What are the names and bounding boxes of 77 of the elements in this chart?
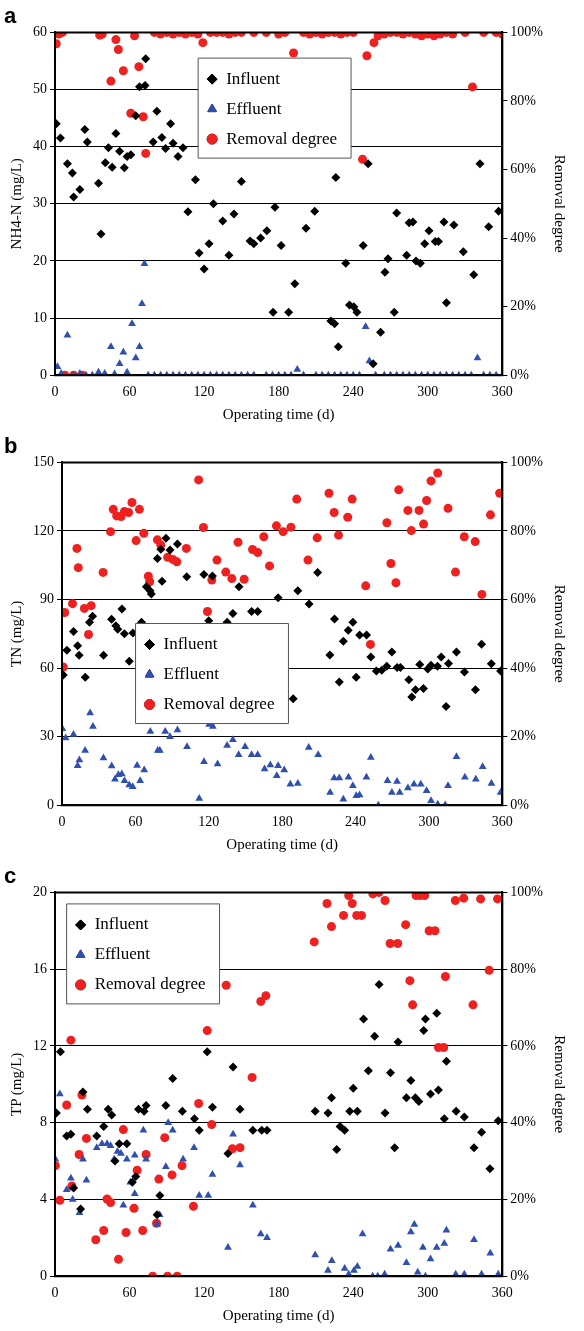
- x-tick-label: 60: [122, 384, 137, 400]
- y2-tick-label: 20%: [510, 728, 537, 744]
- y-tick-label: 4: [40, 1191, 47, 1207]
- x-tick-label: 360: [491, 384, 513, 400]
- legend-label: Removal degree: [226, 128, 338, 148]
- x-tick-label: 300: [417, 1285, 439, 1301]
- y2-tick-label: 40%: [510, 229, 537, 245]
- chart-title: b: [4, 433, 18, 459]
- x-tick-label: 360: [491, 814, 513, 830]
- y-tick-label: 30: [33, 195, 47, 211]
- y2-tick-label: 40%: [510, 659, 537, 675]
- x-tick-label: 240: [345, 814, 367, 830]
- x-tick-label: 0: [58, 814, 66, 830]
- y-axis-title: NH4-N (mg/L): [7, 158, 25, 250]
- x-axis-title: Operating time (d): [222, 405, 335, 423]
- y-tick-label: 150: [33, 454, 54, 470]
- x-tick-label: 120: [193, 384, 215, 400]
- y2-axis-title: Removal degree: [552, 1035, 569, 1134]
- y2-tick-label: 20%: [510, 1191, 537, 1207]
- y2-tick-label: 100%: [510, 24, 544, 40]
- y-axis-title: TP (mg/L): [7, 1052, 25, 1116]
- y2-tick-label: 60%: [510, 1037, 537, 1053]
- legend-label: Effluent: [163, 663, 220, 683]
- y2-tick-label: 0%: [510, 1267, 530, 1283]
- x-tick-label: 120: [193, 1285, 215, 1301]
- y2-axis-title: Removal degree: [552, 584, 569, 684]
- x-tick-label: 360: [491, 1285, 513, 1301]
- y-tick-label: 12: [33, 1037, 47, 1053]
- y-tick-label: 0: [47, 796, 54, 812]
- x-axis-title: Operating time (d): [222, 1306, 335, 1324]
- y2-axis-title: Removal degree: [552, 154, 569, 254]
- y-tick-label: 20: [33, 884, 47, 900]
- y-tick-label: 8: [40, 1114, 47, 1130]
- y-tick-label: 16: [33, 960, 47, 976]
- legend-label: Influent: [94, 914, 149, 934]
- legend-label: Removal degree: [163, 693, 275, 713]
- y-tick-label: 60: [40, 659, 54, 675]
- x-tick-label: 120: [198, 814, 220, 830]
- x-tick-label: 180: [268, 1285, 290, 1301]
- y2-tick-label: 80%: [510, 960, 537, 976]
- y2-tick-label: 40%: [510, 1114, 537, 1130]
- x-axis-title: Operating time (d): [226, 835, 338, 853]
- x-tick-label: 240: [342, 384, 364, 400]
- y-tick-label: 0: [40, 1267, 47, 1283]
- x-tick-label: 180: [271, 814, 293, 830]
- y-tick-label: 10: [33, 309, 47, 325]
- x-tick-label: 60: [122, 1285, 137, 1301]
- y-tick-label: 60: [33, 24, 47, 40]
- y2-tick-label: 60%: [510, 591, 537, 607]
- y-axis-title: TN (mg/L): [7, 600, 25, 667]
- chart-title: a: [4, 3, 17, 29]
- y-tick-label: 40: [33, 138, 47, 154]
- legend-label: Influent: [163, 633, 218, 653]
- y-tick-label: 50: [33, 81, 47, 97]
- y2-tick-label: 80%: [510, 92, 537, 108]
- legend-label: Effluent: [226, 98, 282, 118]
- y2-tick-label: 20%: [510, 298, 537, 314]
- y2-tick-label: 80%: [510, 522, 537, 538]
- x-tick-label: 300: [418, 814, 440, 830]
- x-tick-label: 60: [128, 814, 143, 830]
- y2-tick-label: 0%: [510, 366, 530, 382]
- y-tick-label: 20: [33, 252, 47, 268]
- y2-tick-label: 0%: [510, 796, 530, 812]
- legend-label: Influent: [226, 68, 281, 88]
- legend-label: Effluent: [94, 944, 151, 964]
- y2-tick-label: 60%: [510, 161, 537, 177]
- y-tick-label: 90: [40, 591, 54, 607]
- x-tick-label: 300: [417, 384, 439, 400]
- y2-tick-label: 100%: [510, 884, 544, 900]
- y2-tick-label: 100%: [510, 454, 544, 470]
- x-tick-label: 240: [342, 1285, 364, 1301]
- y-tick-label: 30: [40, 728, 54, 744]
- chart-title: c: [4, 863, 17, 889]
- y-tick-label: 120: [33, 522, 54, 538]
- x-tick-label: 180: [268, 384, 290, 400]
- legend-label: Removal degree: [94, 974, 206, 994]
- y-tick-label: 0: [40, 366, 47, 382]
